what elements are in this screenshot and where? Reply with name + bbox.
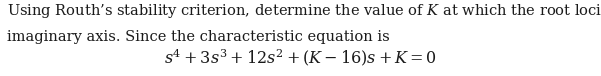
Text: Using Routh’s stability criterion, determine the value of $K$ at which the root : Using Routh’s stability criterion, deter…: [7, 2, 601, 20]
Text: imaginary axis. Since the characteristic equation is: imaginary axis. Since the characteristic…: [7, 30, 390, 44]
Text: $s^4 + 3s^3 + 12s^2 + (K - 16)s + K = 0$: $s^4 + 3s^3 + 12s^2 + (K - 16)s + K = 0$: [164, 47, 437, 68]
